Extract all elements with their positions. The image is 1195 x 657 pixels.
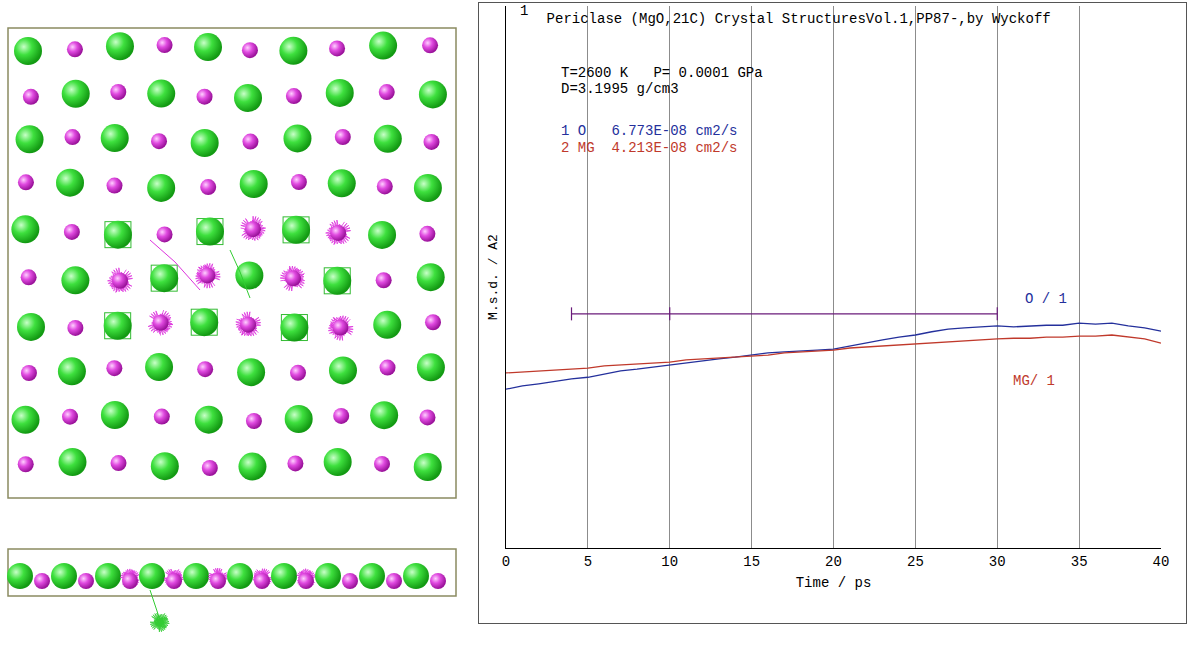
- svg-text:5: 5: [584, 554, 592, 570]
- svg-text:T=2600 K P= 0.0001 GPa: T=2600 K P= 0.0001 GPa: [561, 65, 763, 81]
- svg-text:1: 1: [520, 3, 528, 19]
- svg-text:Time / ps: Time / ps: [796, 575, 872, 591]
- svg-text:Periclase (MgO,21C) Crystal St: Periclase (MgO,21C) Crystal StructuresVo…: [547, 11, 1051, 27]
- svg-text:40: 40: [1153, 554, 1170, 570]
- svg-text:1 O 6.773E-08 cm2/s: 1 O 6.773E-08 cm2/s: [561, 123, 737, 139]
- svg-text:25: 25: [907, 554, 924, 570]
- svg-text:O / 1: O / 1: [1025, 291, 1067, 307]
- svg-text:2 MG 4.213E-08 cm2/s: 2 MG 4.213E-08 cm2/s: [561, 140, 737, 156]
- svg-text:15: 15: [743, 554, 760, 570]
- svg-text:MG/ 1: MG/ 1: [1013, 373, 1055, 389]
- svg-text:0: 0: [502, 554, 510, 570]
- svg-text:35: 35: [1071, 554, 1088, 570]
- svg-text:D=3.1995 g/cm3: D=3.1995 g/cm3: [561, 81, 679, 97]
- svg-text:10: 10: [661, 554, 678, 570]
- svg-text:M.s.d. / A2: M.s.d. / A2: [486, 234, 501, 320]
- svg-text:30: 30: [989, 554, 1006, 570]
- svg-text:20: 20: [825, 554, 842, 570]
